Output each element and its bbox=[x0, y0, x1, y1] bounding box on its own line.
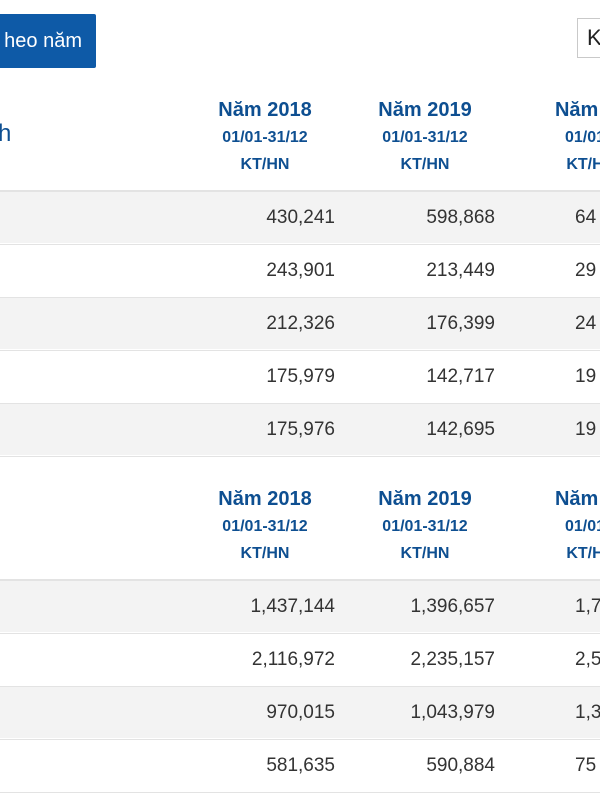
cell-next: 1,31 bbox=[575, 702, 600, 723]
cell-2018: 175,979 bbox=[266, 366, 335, 387]
col-range: 01/01 bbox=[564, 518, 600, 535]
col-year: Năm 2 bbox=[554, 99, 600, 121]
row-divider bbox=[0, 244, 600, 245]
cell-2019: 142,695 bbox=[426, 419, 495, 440]
col-unit: KT/HN bbox=[240, 545, 290, 562]
cell-2019: 2,235,157 bbox=[410, 649, 495, 670]
cell-2018: 581,635 bbox=[266, 755, 335, 776]
col-year: Năm 2 bbox=[554, 488, 600, 510]
cell-2018: 2,116,972 bbox=[251, 649, 335, 670]
col-year: Năm 2018 bbox=[218, 99, 312, 121]
col-year: Năm 2019 bbox=[378, 99, 472, 121]
cell-2019: 176,399 bbox=[426, 313, 495, 334]
row-divider bbox=[0, 403, 600, 404]
cell-next: 2,59 bbox=[575, 649, 600, 670]
cell-2018: 970,015 bbox=[266, 702, 335, 723]
view-by-year-button[interactable]: heo năm bbox=[0, 14, 96, 68]
table-row: 1,437,144 1,396,657 1,71 bbox=[0, 581, 600, 632]
cell-2019: 598,868 bbox=[426, 207, 495, 228]
table-row: 243,901 213,449 29 bbox=[0, 245, 600, 296]
cell-2019: 1,396,657 bbox=[410, 596, 495, 617]
cell-2019: 142,717 bbox=[426, 366, 495, 387]
row-divider bbox=[0, 686, 600, 687]
view-by-year-button-label: heo năm bbox=[4, 30, 82, 52]
cell-next: 1,71 bbox=[575, 596, 600, 617]
cell-2018: 430,241 bbox=[266, 207, 335, 228]
cell-2019: 590,884 bbox=[426, 755, 495, 776]
cell-2019: 1,043,979 bbox=[410, 702, 495, 723]
cell-2019: 213,449 bbox=[426, 260, 495, 281]
cell-next: 75 bbox=[575, 755, 597, 776]
table-row: 430,241 598,868 64 bbox=[0, 192, 600, 243]
col-unit: KT/H bbox=[566, 545, 600, 562]
table-row: 970,015 1,043,979 1,31 bbox=[0, 687, 600, 738]
row-divider bbox=[0, 633, 600, 634]
col-unit: KT/HN bbox=[400, 545, 450, 562]
row-divider bbox=[0, 297, 600, 298]
col-range: 01/01 bbox=[564, 129, 600, 146]
cell-2018: 1,437,144 bbox=[250, 596, 335, 617]
col-year: Năm 2019 bbox=[378, 488, 472, 510]
cell-next: 64 bbox=[575, 207, 597, 228]
section1-header-divider bbox=[0, 190, 600, 192]
col-range: 01/01-31/12 bbox=[222, 518, 308, 535]
cell-2018: 212,326 bbox=[266, 313, 335, 334]
col-range: 01/01-31/12 bbox=[382, 518, 468, 535]
cell-2018: 175,976 bbox=[266, 419, 335, 440]
section2-col-2019-header: Năm 2019 01/01-31/12 KT/HN bbox=[350, 485, 500, 567]
table-row: 175,976 142,695 19 bbox=[0, 404, 600, 455]
col-range: 01/01-31/12 bbox=[222, 129, 308, 146]
table-row: 212,326 176,399 24 bbox=[0, 298, 600, 349]
cell-next: 29 bbox=[575, 260, 597, 281]
row-divider bbox=[0, 739, 600, 740]
section1-col-2018-header: Năm 2018 01/01-31/12 KT/HN bbox=[190, 96, 340, 178]
section1-title: h bbox=[0, 120, 12, 147]
section1-col-next-header: Năm 2 01/01 KT/H bbox=[510, 96, 600, 178]
cell-2018: 243,901 bbox=[266, 260, 335, 281]
row-divider bbox=[0, 792, 600, 793]
table-row: 175,979 142,717 19 bbox=[0, 351, 600, 402]
col-unit: KT/HN bbox=[240, 156, 290, 173]
cell-next: 24 bbox=[575, 313, 597, 334]
cell-next: 19 bbox=[575, 366, 597, 387]
section2-col-next-header: Năm 2 01/01 KT/H bbox=[510, 485, 600, 567]
col-unit: KT/HN bbox=[400, 156, 450, 173]
cell-next: 19 bbox=[575, 419, 597, 440]
table-row: 581,635 590,884 75 bbox=[0, 740, 600, 791]
section2-header-divider bbox=[0, 579, 600, 581]
section2-col-2018-header: Năm 2018 01/01-31/12 KT/HN bbox=[190, 485, 340, 567]
section1-col-2019-header: Năm 2019 01/01-31/12 KT/HN bbox=[350, 96, 500, 178]
table-row: 2,116,972 2,235,157 2,59 bbox=[0, 634, 600, 685]
row-divider bbox=[0, 350, 600, 351]
col-year: Năm 2018 bbox=[218, 488, 312, 510]
row-divider bbox=[0, 456, 600, 457]
col-unit: KT/H bbox=[566, 156, 600, 173]
col-range: 01/01-31/12 bbox=[382, 129, 468, 146]
top-right-control-text: K bbox=[587, 25, 600, 50]
top-right-control[interactable]: K bbox=[577, 18, 600, 58]
